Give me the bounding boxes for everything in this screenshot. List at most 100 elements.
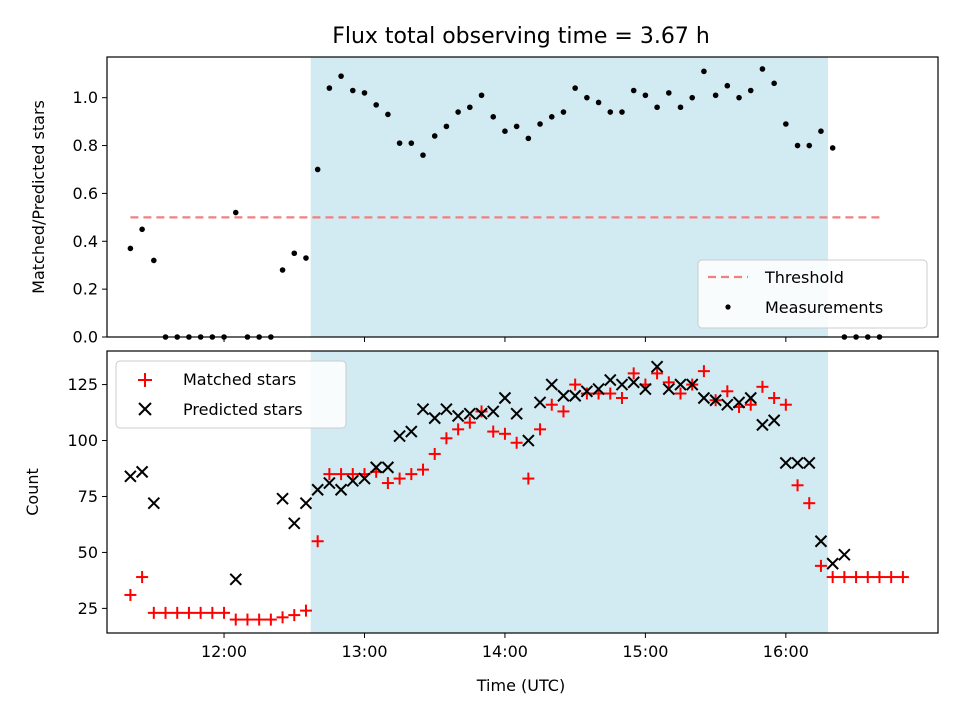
matched-star-point xyxy=(522,472,535,485)
observing-window-bottom xyxy=(310,351,828,633)
matched-star-point xyxy=(171,606,184,619)
predicted-star-point xyxy=(510,407,523,420)
measurement-point xyxy=(490,114,497,120)
measurement-point xyxy=(385,111,391,118)
predicted-star-point xyxy=(393,429,406,443)
predicted-marker-b xyxy=(229,573,242,586)
measurement-point xyxy=(677,104,684,111)
predicted-marker-b xyxy=(381,461,395,474)
predicted-marker-b xyxy=(323,476,336,490)
matched-star-point xyxy=(253,613,266,626)
predicted-marker-b xyxy=(545,378,558,391)
matched-star-point xyxy=(545,398,558,411)
predicted-marker-b xyxy=(498,391,512,405)
predicted-star-point xyxy=(767,414,781,427)
matched-star-point xyxy=(264,613,277,626)
predicted-star-point xyxy=(721,398,734,411)
predicted-marker-b xyxy=(697,391,711,405)
matched-star-point xyxy=(487,425,500,438)
matched-star-point xyxy=(803,497,816,510)
predicted-marker-b xyxy=(428,411,441,425)
predicted-marker-b xyxy=(779,456,793,470)
measurement-point xyxy=(829,145,836,151)
matched-star-point xyxy=(557,405,570,418)
predicted-star-point xyxy=(568,389,582,402)
matched-star-point xyxy=(569,378,582,391)
measurement-point xyxy=(736,94,742,101)
predicted-marker-b xyxy=(299,496,313,510)
top-x-ticks xyxy=(223,337,787,342)
predicted-marker-b xyxy=(650,360,664,373)
matched-star-point xyxy=(838,571,851,584)
matched-star-point xyxy=(417,463,430,476)
chart-title: Flux total observing time = 3.67 h xyxy=(332,24,710,49)
matched-star-point xyxy=(896,571,909,584)
measurement-point xyxy=(303,255,309,261)
matched-star-point xyxy=(580,387,593,400)
measurements-legend-label: Measurements xyxy=(765,298,883,317)
predicted-star-point xyxy=(838,548,851,561)
predicted-marker-b xyxy=(709,394,722,407)
matched-star-point xyxy=(791,479,804,492)
predicted-star-point xyxy=(779,456,793,470)
predicted-star-point xyxy=(791,456,804,470)
matched-star-point xyxy=(885,571,898,584)
predicted-star-point xyxy=(405,425,418,438)
predicted-marker-b xyxy=(662,382,676,396)
predicted-star-point xyxy=(381,461,395,474)
measurement-point xyxy=(818,128,824,134)
top-plot-frame xyxy=(106,56,939,338)
bottom-legend: Matched stars Predicted stars xyxy=(115,360,347,429)
predicted-star-point xyxy=(428,411,441,425)
matched-star-point xyxy=(452,423,465,436)
y-tick-label: 0.2 xyxy=(73,280,98,299)
x-tick-label: 14:00 xyxy=(482,642,528,661)
predicted-star-point xyxy=(639,382,652,396)
matched-legend-swatch xyxy=(138,373,152,387)
predicted-marker-b xyxy=(756,418,769,432)
measurement-point xyxy=(689,94,696,101)
y-tick-label: 0.0 xyxy=(73,328,98,347)
measurement-point xyxy=(666,90,672,96)
predicted-marker-b xyxy=(604,373,617,387)
predicted-star-point xyxy=(557,389,570,402)
predicted-star-point xyxy=(124,470,137,483)
bottom-x-ticks: 12:00 13:00 14:00 15:00 16:00 xyxy=(201,633,809,661)
predicted-star-point xyxy=(487,405,500,418)
predicted-star-point xyxy=(522,434,535,447)
predicted-marker-b xyxy=(346,474,359,488)
matched-star-point xyxy=(850,571,863,584)
matched-star-point xyxy=(428,447,441,460)
measurement-point xyxy=(701,68,707,75)
measurement-point xyxy=(431,133,438,139)
measurement-point xyxy=(314,166,321,173)
matched-star-point xyxy=(756,380,769,393)
matched-star-point xyxy=(206,606,219,619)
measurement-point xyxy=(654,104,660,111)
predicted-marker-b xyxy=(288,517,301,530)
predicted-marker-b xyxy=(803,456,816,470)
predicted-star-point xyxy=(451,409,465,423)
predicted-star-point xyxy=(826,557,839,570)
matched-star-point xyxy=(136,571,149,584)
predicted-marker-b xyxy=(124,470,137,483)
predicted-star-point xyxy=(323,476,336,490)
y-tick-label: 0.8 xyxy=(73,136,98,155)
predicted-star-point xyxy=(604,373,617,387)
measurement-point xyxy=(420,152,426,158)
threshold-legend-label: Threshold xyxy=(764,268,844,287)
predicted-star-point xyxy=(650,360,664,373)
predicted-marker-b xyxy=(568,389,582,402)
matched-star-point xyxy=(779,398,792,411)
measurement-point xyxy=(443,123,450,130)
predicted-star-point xyxy=(311,483,324,496)
predicted-marker-b xyxy=(276,492,289,505)
measurement-point xyxy=(408,140,415,146)
matched-star-point xyxy=(159,606,172,619)
matched-star-point xyxy=(768,392,781,404)
y-tick-label: 0.4 xyxy=(73,232,98,251)
predicted-marker-b xyxy=(721,398,734,411)
matched-star-point xyxy=(826,571,839,584)
predicted-marker-b xyxy=(358,472,371,485)
